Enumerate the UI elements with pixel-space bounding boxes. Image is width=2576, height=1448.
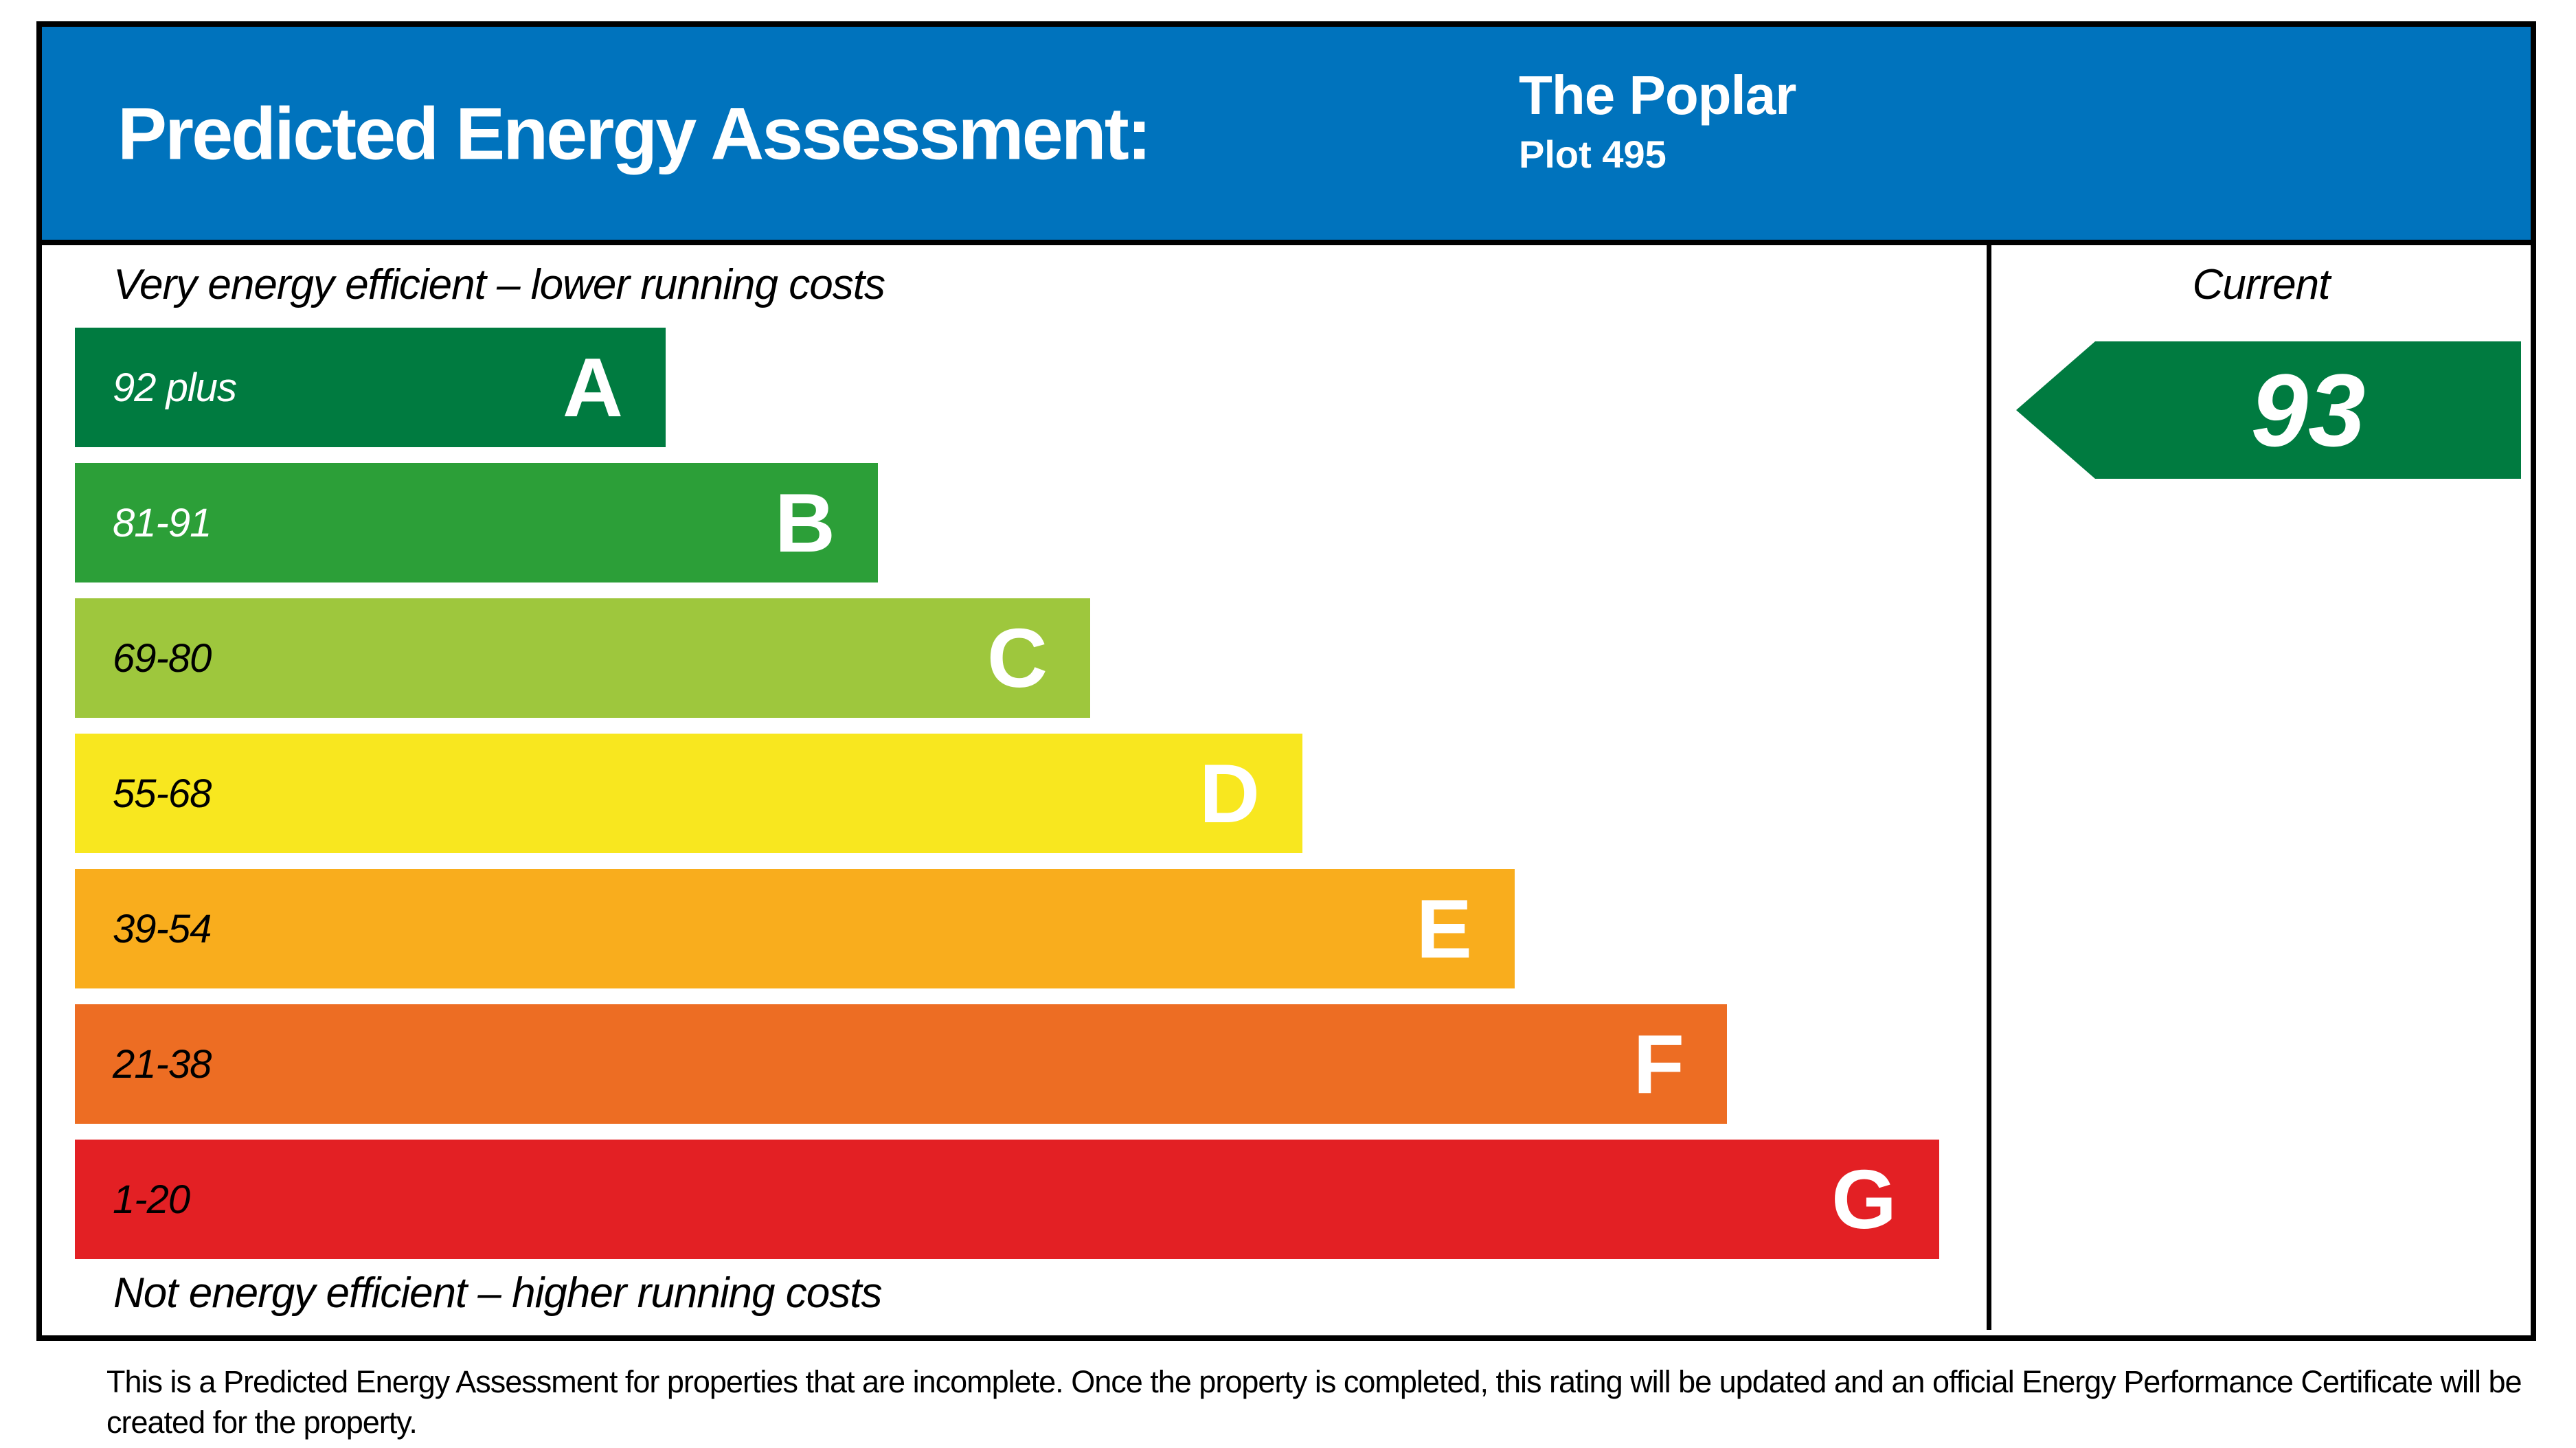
band-range-label: 81-91: [113, 500, 212, 545]
band-letter: C: [986, 611, 1048, 705]
current-rating-arrow: 93: [2016, 341, 2521, 479]
epc-band-c: 69-80 C: [75, 598, 1090, 718]
epc-bands: 92 plus A 81-91 B 69-80 C 55-68 D 39-54 E 21-38 F 1-…: [75, 328, 1946, 1342]
certificate-frame: Predicted Energy Assessment: The Poplar …: [36, 21, 2536, 1341]
band-range-label: 39-54: [113, 906, 212, 951]
epc-band-d: 55-68 D: [75, 734, 1302, 853]
band-range-label: 21-38: [113, 1041, 212, 1087]
band-letter: B: [774, 476, 835, 569]
property-plot: Plot 495: [1519, 133, 1667, 176]
current-column-header: Current: [2192, 261, 2331, 308]
epc-band-a: 92 plus A: [75, 328, 666, 447]
current-rating-column: Current 93: [1987, 245, 2531, 1330]
epc-band-b: 81-91 B: [75, 463, 878, 582]
band-letter: G: [1831, 1153, 1897, 1246]
left-arrow-icon: [2016, 341, 2521, 479]
band-range-label: 92 plus: [113, 365, 237, 410]
epc-chart: Very energy efficient – lower running co…: [42, 245, 1987, 1330]
band-range-label: 69-80: [113, 635, 212, 681]
chart-bottom-caption: Not energy efficient – higher running co…: [113, 1269, 882, 1317]
epc-band-g: 1-20 G: [75, 1140, 1939, 1259]
band-range-label: 1-20: [113, 1177, 190, 1222]
band-letter: A: [562, 341, 623, 434]
certificate-header: Predicted Energy Assessment: The Poplar …: [42, 27, 2531, 245]
property-name: The Poplar: [1519, 65, 1796, 126]
band-letter: E: [1416, 882, 1472, 975]
band-range-label: 55-68: [113, 771, 212, 816]
band-letter: D: [1199, 747, 1260, 840]
band-letter: F: [1633, 1017, 1684, 1111]
footer-disclaimer: This is a Predicted Energy Assessment fo…: [106, 1364, 2522, 1440]
epc-band-f: 21-38 F: [75, 1004, 1727, 1124]
chart-top-caption: Very energy efficient – lower running co…: [113, 261, 885, 308]
certificate-body: Very energy efficient – lower running co…: [42, 245, 2531, 1330]
property-block: The Poplar Plot 495: [1519, 67, 1796, 174]
page-title: Predicted Energy Assessment:: [117, 91, 1152, 175]
current-rating-value: 93: [2250, 352, 2366, 468]
current-arrow-shape: [2016, 341, 2521, 479]
epc-band-e: 39-54 E: [75, 869, 1515, 988]
